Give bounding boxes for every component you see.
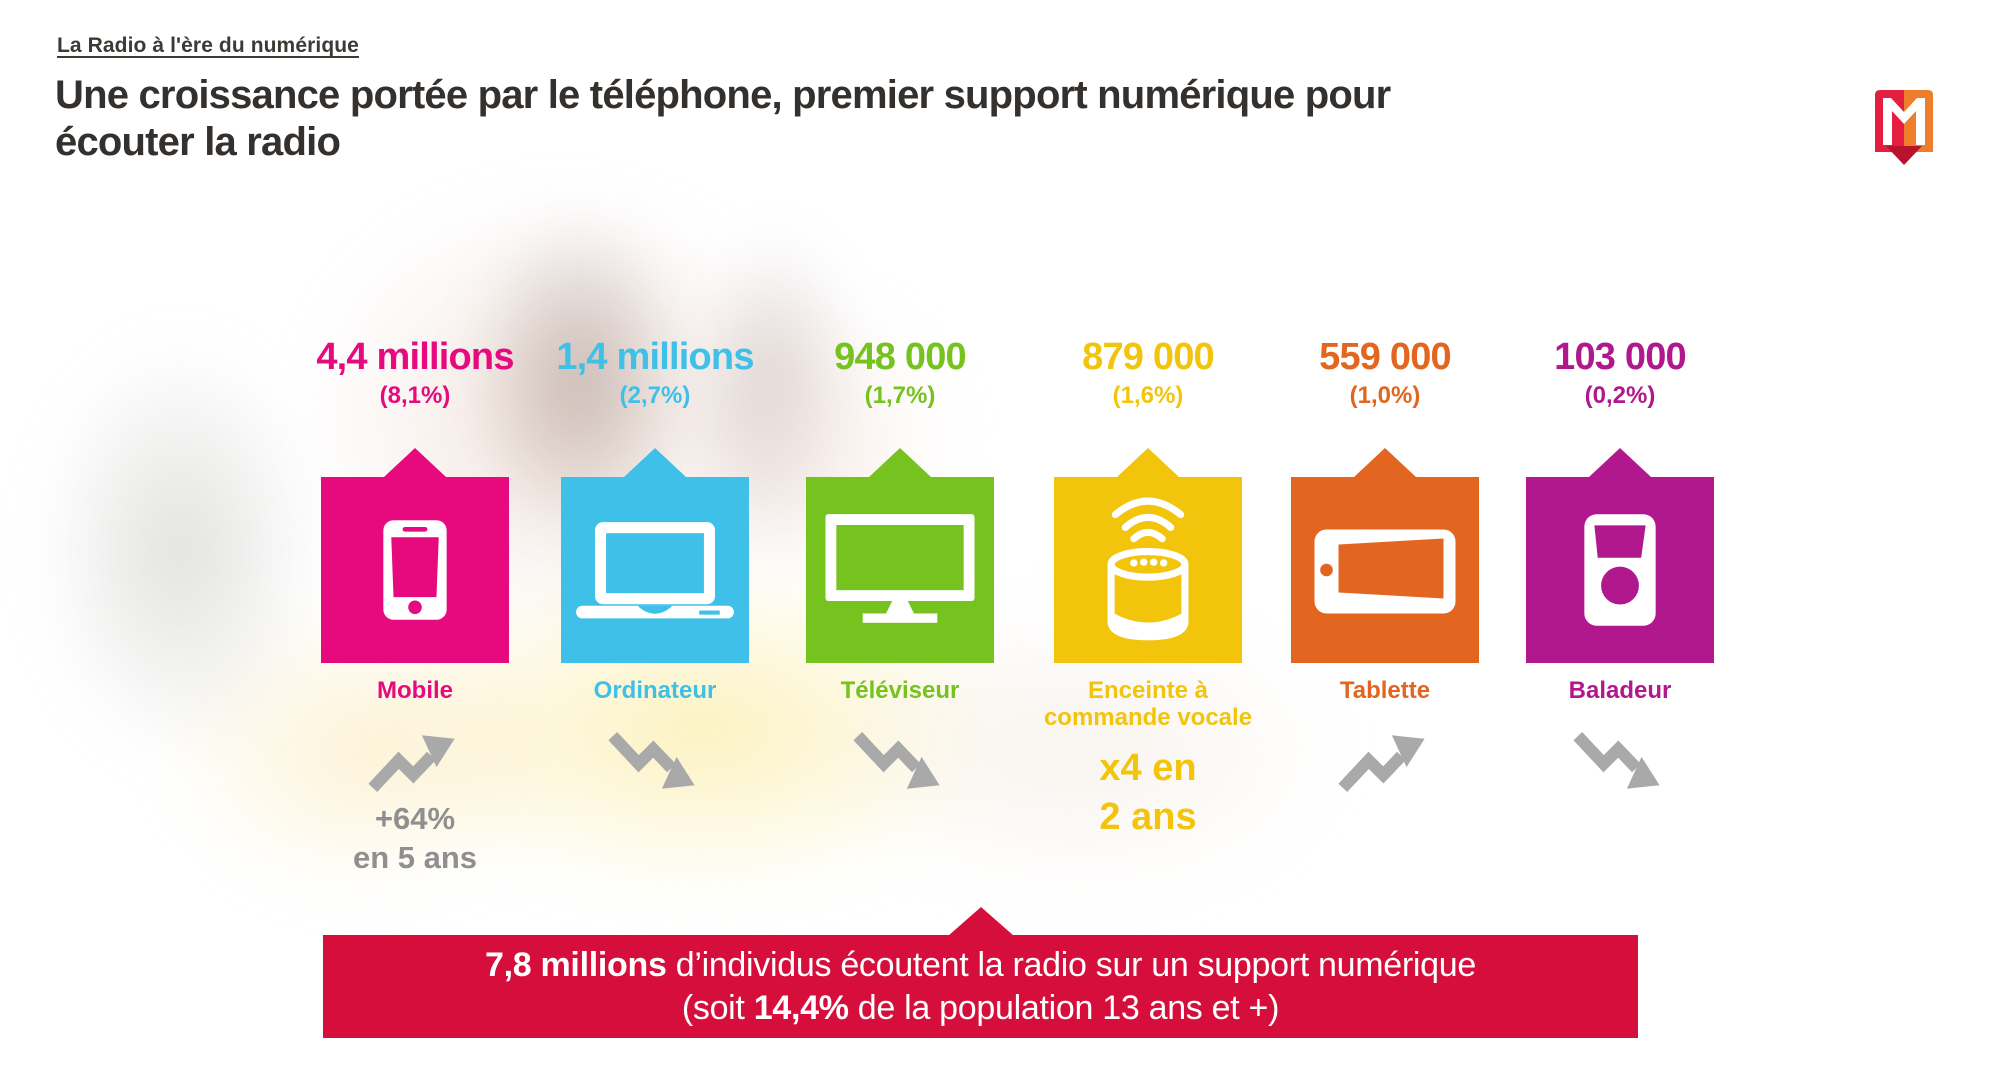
trend-note: +64% en 5 ans xyxy=(290,799,540,878)
trend-down-arrow-icon xyxy=(847,731,953,793)
device-column-mobile: 4,4 millions (8,1%) Mobile xyxy=(290,336,540,878)
device-column-televiseur: 948 000 (1,7%) Téléviseur xyxy=(775,336,1025,793)
tile-notch xyxy=(1354,447,1416,477)
smart-speaker-icon xyxy=(1107,497,1189,641)
banner-line1: 7,8 millions d’individus écoutent la rad… xyxy=(485,944,1476,986)
device-label: Tablette xyxy=(1339,676,1431,704)
banner-notch xyxy=(947,907,1014,936)
device-label: Baladeur xyxy=(1568,676,1672,704)
background-blob xyxy=(40,340,320,760)
device-label: Enceinte à commande vocale xyxy=(1043,676,1253,731)
device-tile xyxy=(1023,447,1273,663)
device-tile xyxy=(1260,447,1510,663)
trend-mobile: +64% en 5 ans xyxy=(290,731,540,878)
enceinte-tile xyxy=(1054,476,1242,663)
trend-note-line2: en 5 ans xyxy=(352,840,478,876)
device-column-tablette: 559 000 (1,0%) Tablette xyxy=(1260,336,1510,793)
device-label: Mobile xyxy=(377,676,453,704)
mobile-tile xyxy=(321,476,509,663)
tablet-icon xyxy=(1314,529,1456,614)
device-value: 103 000 xyxy=(1554,336,1687,378)
mediametrie-logo-icon xyxy=(1872,88,1936,166)
trend-up-arrow-icon xyxy=(1332,731,1438,793)
tv-icon xyxy=(825,513,975,623)
tile-notch xyxy=(1117,447,1179,477)
banner-total-value: 7,8 millions xyxy=(484,946,667,985)
device-tile xyxy=(530,447,780,663)
page-title-line2: écouter la radio xyxy=(55,119,341,164)
section-link[interactable]: La Radio à l'ère du numérique xyxy=(57,34,359,57)
device-value: 879 000 xyxy=(1082,336,1215,378)
device-label: Ordinateur xyxy=(593,676,717,704)
music-player-icon xyxy=(1584,514,1656,626)
device-share: (2,7%) xyxy=(619,381,691,409)
device-value: 559 000 xyxy=(1319,336,1452,378)
device-tile xyxy=(290,447,540,663)
trend-note-line2: 2 ans xyxy=(1099,796,1197,839)
banner-line2-pre: (soit xyxy=(681,988,754,1027)
device-share: (1,0%) xyxy=(1349,381,1421,409)
device-column-ordinateur: 1,4 millions (2,7%) Ordinateur xyxy=(530,336,780,793)
trend-baladeur xyxy=(1495,731,1745,793)
ordinateur-tile xyxy=(561,476,749,663)
page-title-line1: Une croissance portée par le téléphone, … xyxy=(55,73,1391,117)
device-value: 1,4 millions xyxy=(556,336,754,378)
trend-note: x4 en 2 ans xyxy=(1023,744,1273,843)
device-share: (1,7%) xyxy=(864,381,936,409)
laptop-icon xyxy=(576,522,734,619)
device-share: (0,2%) xyxy=(1584,381,1656,409)
device-column-enceinte: 879 000 (1,6%) Enceinte à command xyxy=(1023,336,1273,843)
tile-notch xyxy=(1589,447,1651,477)
device-column-baladeur: 103 000 (0,2%) Baladeur xyxy=(1495,336,1745,793)
tablette-tile xyxy=(1291,476,1479,663)
tile-notch xyxy=(869,447,931,477)
baladeur-tile xyxy=(1526,476,1714,663)
page-title: Une croissance portée par le téléphone, … xyxy=(55,72,1391,166)
tile-notch xyxy=(624,447,686,477)
smartphone-icon xyxy=(383,520,447,620)
trend-tablette xyxy=(1260,731,1510,793)
trend-ordinateur xyxy=(530,731,780,793)
trend-note-line1: x4 en xyxy=(1099,746,1197,789)
device-share: (1,6%) xyxy=(1112,381,1184,409)
trend-up-arrow-icon xyxy=(362,731,468,793)
trend-enceinte: x4 en 2 ans xyxy=(1023,744,1273,843)
banner-line1-rest: d’individus écoutent la radio sur un sup… xyxy=(666,946,1477,985)
device-tile xyxy=(775,447,1025,663)
banner-total-share: 14,4% xyxy=(753,988,849,1027)
tile-notch xyxy=(384,447,446,477)
trend-down-arrow-icon xyxy=(602,731,708,793)
televiseur-tile xyxy=(806,476,994,663)
device-share: (8,1%) xyxy=(379,381,451,409)
total-banner: 7,8 millions d’individus écoutent la rad… xyxy=(323,907,1638,1038)
trend-note-line1: +64% xyxy=(374,800,456,836)
device-value: 948 000 xyxy=(834,336,967,378)
device-label: Téléviseur xyxy=(840,676,960,704)
banner-line2-rest: de la population 13 ans et +) xyxy=(848,988,1280,1027)
trend-televiseur xyxy=(775,731,1025,793)
device-tile xyxy=(1495,447,1745,663)
banner-line2: (soit 14,4% de la population 13 ans et +… xyxy=(681,987,1280,1029)
trend-down-arrow-icon xyxy=(1567,731,1673,793)
device-value: 4,4 millions xyxy=(316,336,514,378)
